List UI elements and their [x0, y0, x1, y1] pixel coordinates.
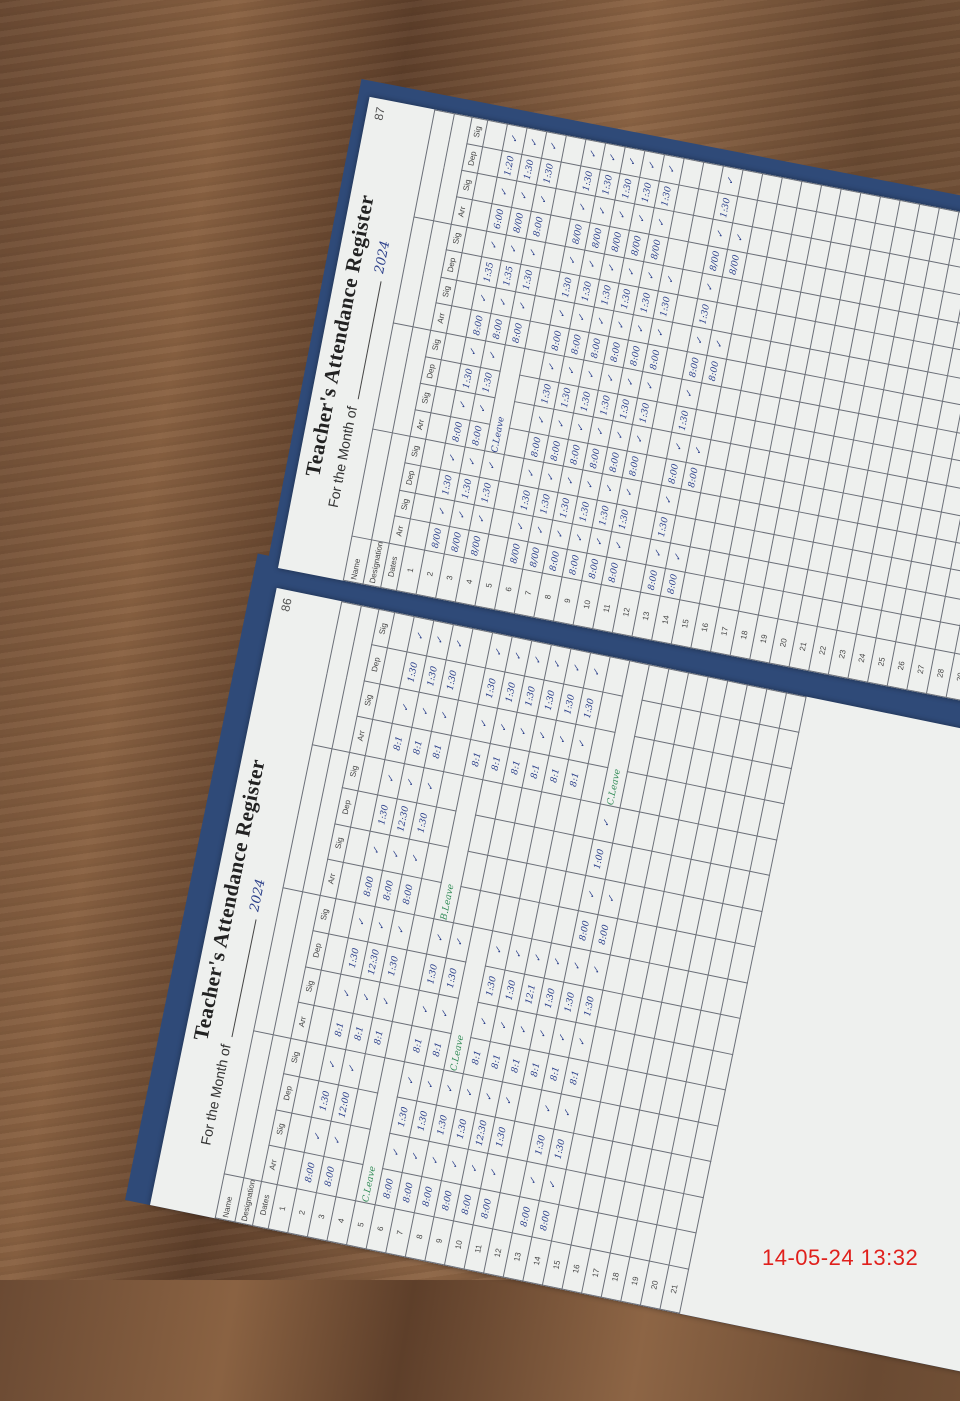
- photo-timestamp: 14-05-24 13:32: [762, 1245, 918, 1271]
- page-number: 87: [371, 106, 387, 122]
- year-value: 2024: [247, 878, 268, 913]
- year-value: 2024: [372, 240, 393, 275]
- month-value-line: [358, 282, 382, 400]
- page-number: 86: [278, 597, 294, 613]
- month-value-line: [231, 920, 256, 1038]
- entry-cell-arr: [938, 291, 960, 322]
